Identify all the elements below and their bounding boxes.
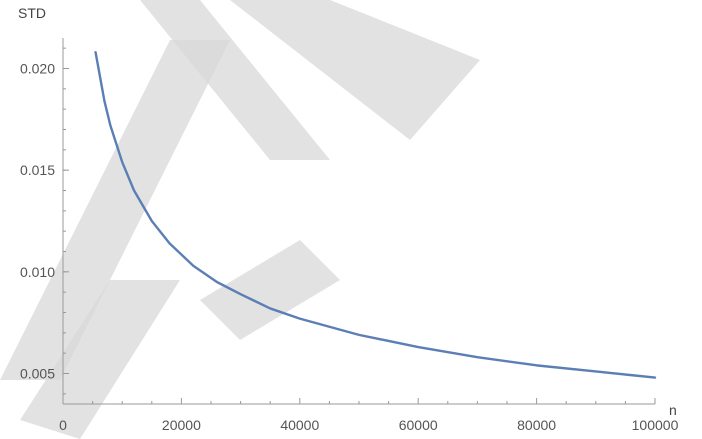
y-tick-label: 0.015 bbox=[20, 162, 55, 178]
watermark-stroke-5 bbox=[200, 240, 340, 340]
y-tick-label: 0.005 bbox=[20, 366, 55, 382]
series-line bbox=[94, 51, 657, 379]
y-tick-label: 0.020 bbox=[20, 61, 55, 77]
x-axis-ticks: 0 20000 40000 60000 80000 100000 bbox=[59, 398, 679, 433]
watermark-stroke-2 bbox=[140, 0, 330, 160]
x-tick-label: 60000 bbox=[399, 417, 438, 433]
y-axis-ticks: 0.005 0.010 0.015 0.020 bbox=[20, 47, 69, 395]
watermark-stroke-3 bbox=[230, 0, 480, 140]
x-axis-label: n bbox=[669, 402, 677, 418]
x-tick-label: 40000 bbox=[280, 417, 319, 433]
watermark-shapes bbox=[0, 0, 480, 439]
x-tick-label: 0 bbox=[59, 417, 67, 433]
x-tick-label: 100000 bbox=[632, 417, 679, 433]
x-tick-label: 20000 bbox=[162, 417, 201, 433]
x-tick-label: 80000 bbox=[517, 417, 556, 433]
watermark-stroke-1 bbox=[0, 40, 230, 380]
y-tick-label: 0.010 bbox=[20, 264, 55, 280]
plot-area: 0.005 0.010 0.015 0.020 0 20000 40000 60000 800… bbox=[18, 5, 679, 433]
y-axis-label: STD bbox=[18, 5, 46, 21]
watermark-stroke-4 bbox=[20, 280, 180, 439]
